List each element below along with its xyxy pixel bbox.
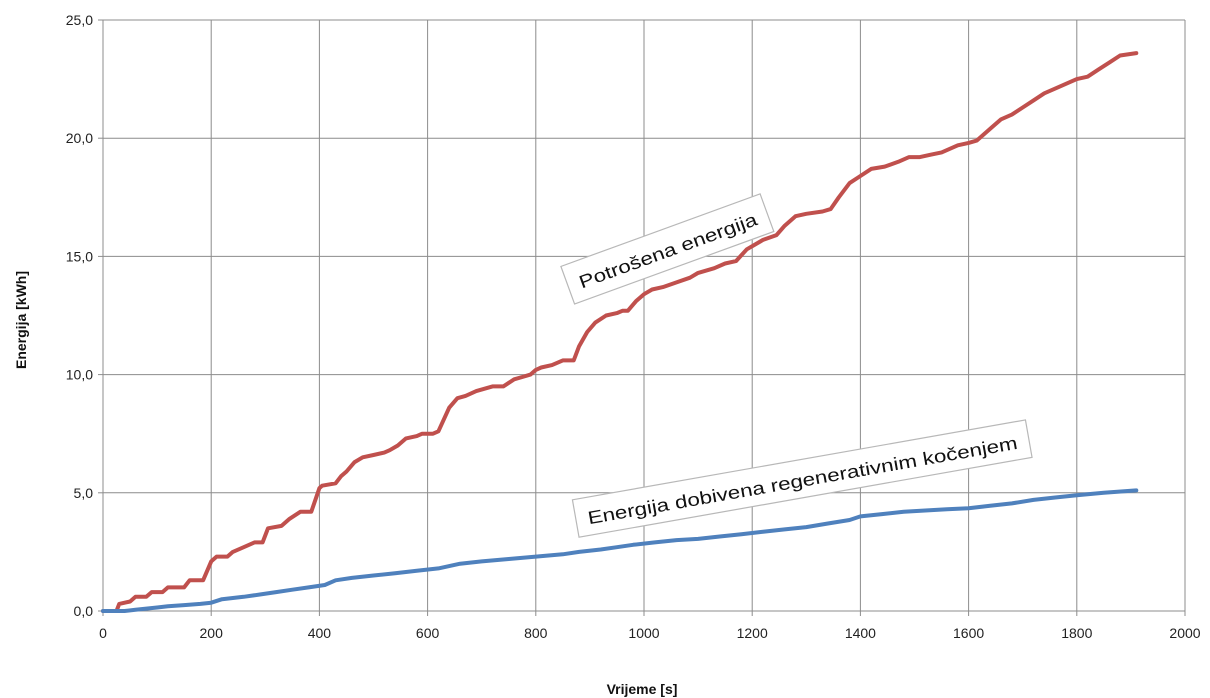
- y-tick-label: 10,0: [66, 367, 93, 383]
- x-tick-label: 2000: [1169, 625, 1200, 641]
- x-tick-label: 1800: [1061, 625, 1092, 641]
- annotation-box: [571, 419, 1033, 538]
- y-tick-label: 20,0: [66, 130, 93, 146]
- x-axis-title: Vrijeme [s]: [607, 681, 678, 697]
- x-tick-label: 1600: [953, 625, 984, 641]
- y-axis-title: Energija [kWh]: [13, 271, 29, 369]
- axes: [98, 19, 1186, 616]
- y-tick-label: 5,0: [74, 485, 94, 501]
- y-tick-label: 15,0: [66, 248, 93, 264]
- annotation-label: Energija dobivena regenerativnim kočenje…: [586, 433, 1019, 528]
- x-tick-label: 200: [200, 625, 224, 641]
- annotation-box: [560, 193, 775, 305]
- y-tick-label: 25,0: [66, 12, 93, 28]
- y-tick-labels: 0,0 5,0 10,0 15,0 20,0 25,0: [66, 12, 93, 619]
- annotation-regenerated-energy: Energija dobivena regenerativnim kočenje…: [571, 419, 1033, 538]
- x-tick-label: 600: [416, 625, 440, 641]
- series-line-1: [101, 51, 1139, 613]
- x-tick-label: 1000: [628, 625, 659, 641]
- y-tick-label: 0,0: [74, 603, 94, 619]
- series-lines: [101, 51, 1139, 613]
- series-line-2: [101, 488, 1139, 613]
- x-tick-label: 800: [524, 625, 548, 641]
- x-tick-label: 400: [308, 625, 332, 641]
- x-tick-label: 0: [99, 625, 107, 641]
- x-tick-label: 1400: [845, 625, 876, 641]
- x-tick-labels: 0 200 400 600 800 1000 1200 1400 1600 1800 2000: [99, 625, 1201, 641]
- x-tick-label: 1200: [737, 625, 768, 641]
